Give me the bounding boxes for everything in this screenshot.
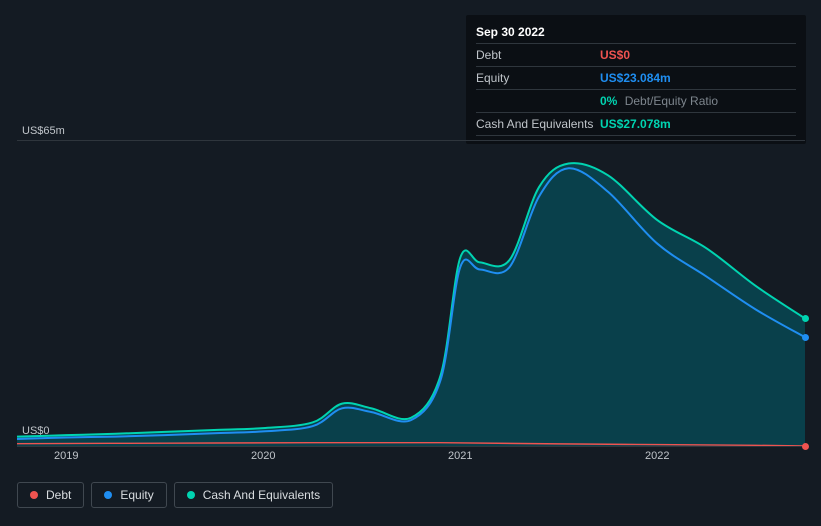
summary-ratio-label: Debt/Equity Ratio (625, 94, 718, 108)
legend-label: Cash And Equivalents (203, 488, 320, 502)
legend-item-equity[interactable]: Equity (91, 482, 166, 508)
legend-item-debt[interactable]: Debt (17, 482, 84, 508)
summary-label-empty (476, 93, 600, 109)
legend-label: Equity (120, 488, 153, 502)
summary-row-debt: Debt US$0 (476, 43, 796, 66)
summary-label: Debt (476, 47, 600, 63)
x-tick: 2020 (251, 450, 275, 462)
end-marker-debt (802, 443, 809, 450)
x-axis: 2019 2020 2021 2022 (17, 450, 805, 464)
equity-dot-icon (104, 491, 112, 499)
legend-label: Debt (46, 488, 71, 502)
summary-date: Sep 30 2022 (476, 23, 796, 43)
y-axis-max-label: US$65m (22, 125, 65, 137)
summary-row-cash: Cash And Equivalents US$27.078m (476, 112, 796, 136)
summary-label: Cash And Equivalents (476, 116, 600, 132)
financial-chart (17, 140, 805, 446)
area-cash (17, 163, 805, 446)
summary-value-ratio: 0% (600, 94, 617, 108)
x-tick: 2022 (645, 450, 669, 462)
legend-item-cash[interactable]: Cash And Equivalents (174, 482, 333, 508)
legend: Debt Equity Cash And Equivalents (17, 482, 333, 508)
gridline-bottom (17, 446, 805, 447)
summary-row-equity: Equity US$23.084m (476, 66, 796, 89)
summary-label: Equity (476, 70, 600, 86)
summary-row-ratio: 0% Debt/Equity Ratio (476, 89, 796, 112)
end-marker-equity (802, 334, 809, 341)
summary-value-equity: US$23.084m (600, 70, 671, 86)
cash-dot-icon (187, 491, 195, 499)
debt-dot-icon (30, 491, 38, 499)
summary-value-debt: US$0 (600, 47, 630, 63)
x-tick: 2019 (54, 450, 78, 462)
summary-card: Sep 30 2022 Debt US$0 Equity US$23.084m … (466, 15, 806, 144)
summary-value-cash: US$27.078m (600, 116, 671, 132)
end-marker-cash (802, 315, 809, 322)
x-tick: 2021 (448, 450, 472, 462)
